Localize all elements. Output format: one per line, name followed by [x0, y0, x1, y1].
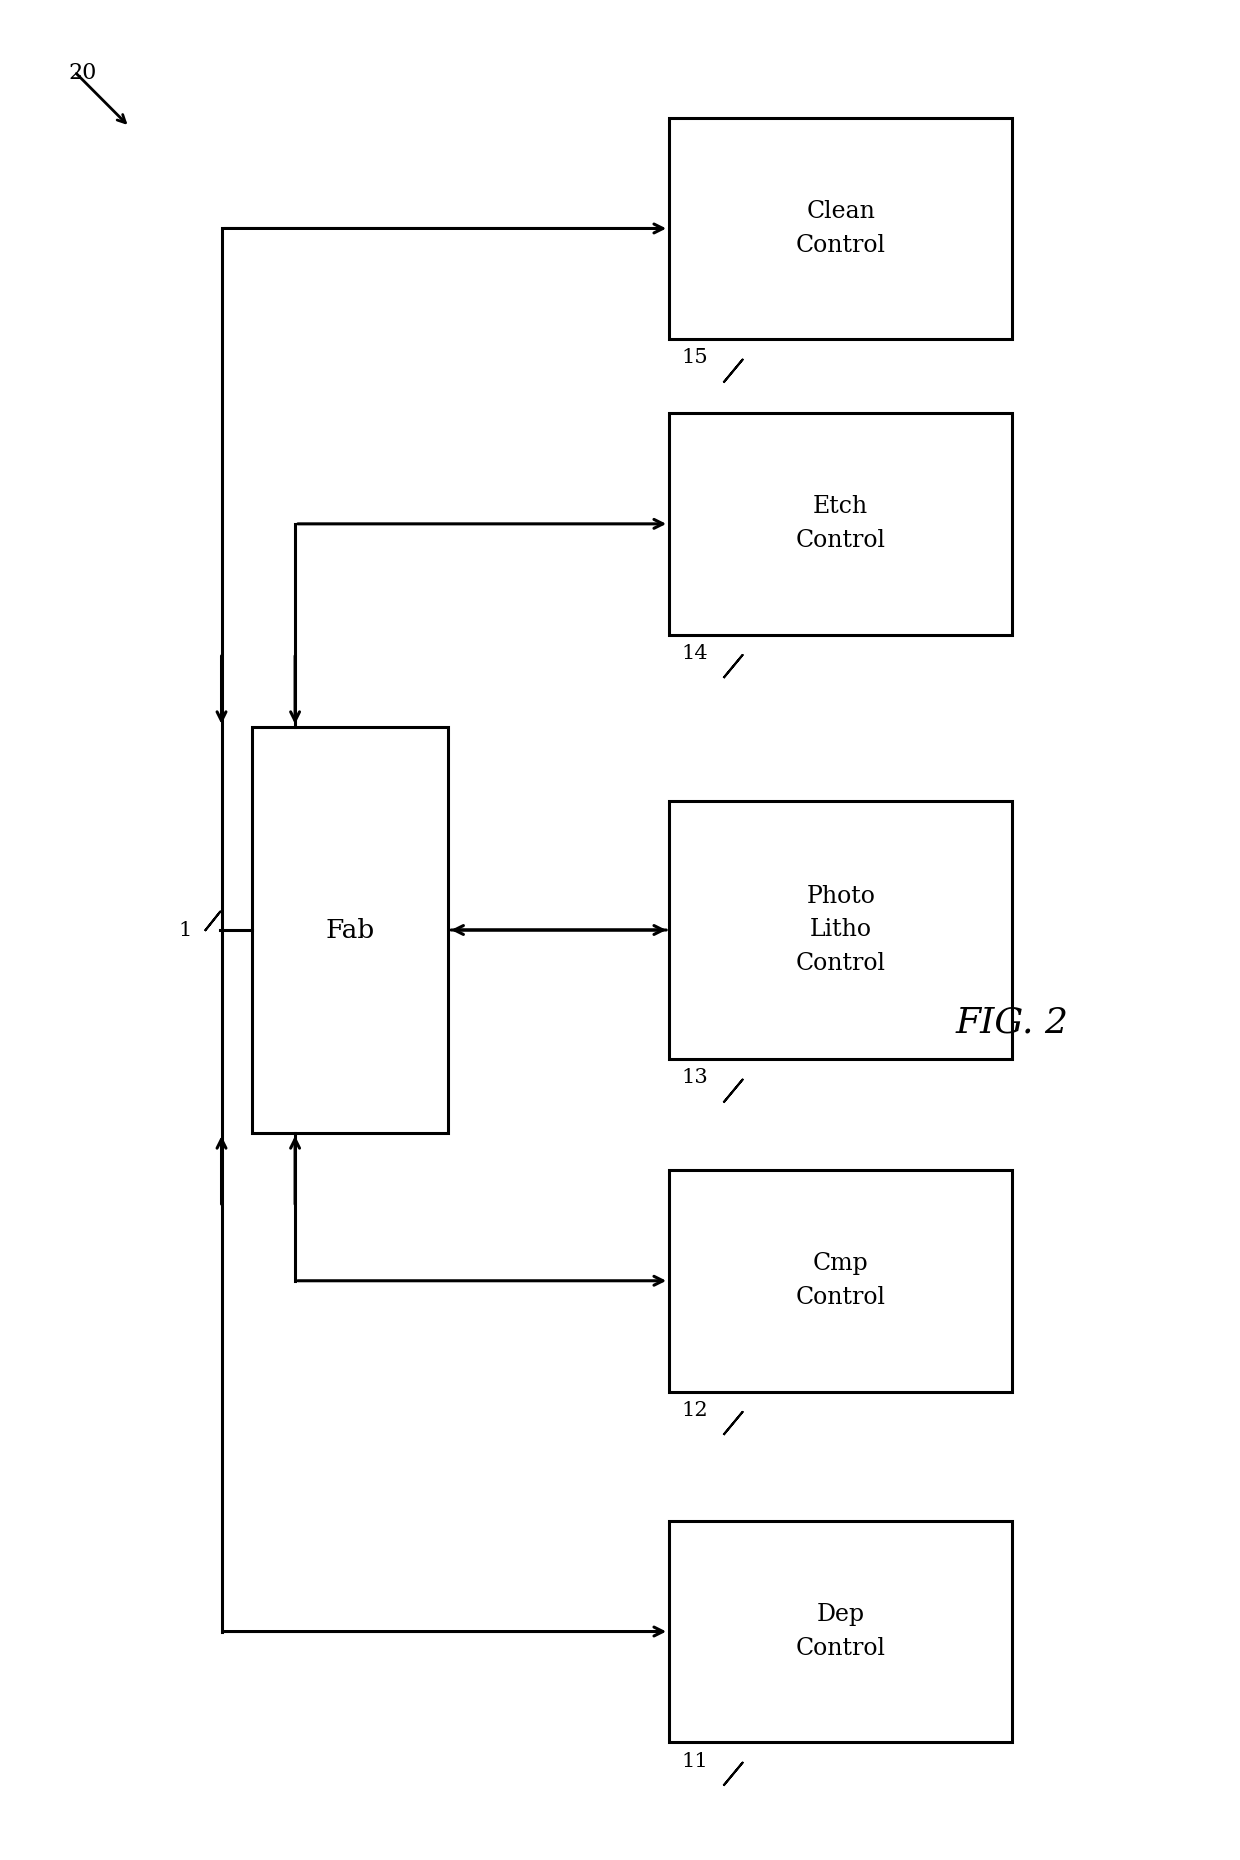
- Text: FIG. 2: FIG. 2: [956, 1004, 1069, 1040]
- Text: 1: 1: [179, 921, 192, 939]
- Text: 14: 14: [681, 644, 708, 662]
- Text: Cmp
Control: Cmp Control: [796, 1252, 885, 1309]
- Text: 11: 11: [681, 1752, 708, 1771]
- Text: Photo
Litho
Control: Photo Litho Control: [796, 885, 885, 975]
- Bar: [252, 727, 449, 1133]
- Bar: [670, 117, 1012, 339]
- Bar: [670, 1170, 1012, 1391]
- Text: 13: 13: [681, 1068, 708, 1088]
- Bar: [670, 413, 1012, 634]
- Text: Dep
Control: Dep Control: [796, 1603, 885, 1659]
- Text: Clean
Control: Clean Control: [796, 201, 885, 257]
- Text: Fab: Fab: [326, 917, 374, 943]
- Text: Etch
Control: Etch Control: [796, 495, 885, 552]
- Text: 15: 15: [681, 348, 708, 368]
- Text: 12: 12: [681, 1401, 708, 1419]
- Bar: [670, 802, 1012, 1058]
- Bar: [670, 1521, 1012, 1743]
- Text: 20: 20: [68, 63, 97, 84]
